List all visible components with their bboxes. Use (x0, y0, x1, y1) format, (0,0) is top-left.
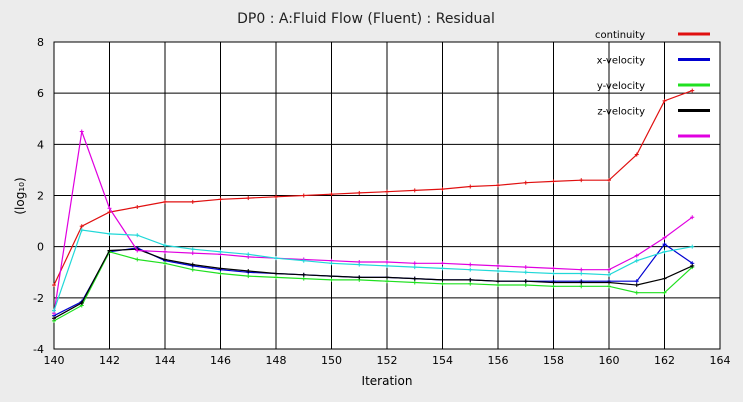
x-tick-label: 150 (321, 354, 342, 367)
legend: continuity x-velocity y-velocity z-velocity (595, 30, 710, 138)
y-tick-label: 0 (37, 241, 44, 254)
x-tick-label: 162 (654, 354, 675, 367)
y-tick-label: 2 (37, 190, 44, 203)
x-tick-label: 146 (210, 354, 231, 367)
chart-title: DP0 : A:Fluid Flow (Fluent) : Residual (237, 11, 495, 27)
x-tick-label: 144 (155, 354, 176, 367)
legend-label: y-velocity (597, 81, 645, 92)
x-tick-label: 164 (710, 354, 731, 367)
x-axis-ticks: 140 142 144 146 148 150 152 154 156 158 160 162 164 (44, 354, 731, 367)
series-line-series-6 (53, 229, 693, 311)
series-line-series-5 (53, 131, 693, 314)
x-tick-label: 140 (44, 354, 65, 367)
legend-label: z-velocity (597, 107, 645, 118)
x-tick-label: 142 (99, 354, 120, 367)
x-tick-label: 158 (543, 354, 564, 367)
series-line-z-velocity (53, 248, 693, 319)
y-axis-label: (log₁₀) (13, 177, 27, 214)
x-tick-label: 154 (432, 354, 453, 367)
plot-area: continuity x-velocity y-velocity z-velocity (52, 30, 721, 350)
x-tick-label: 160 (599, 354, 620, 367)
y-axis-ticks: -4 -2 0 2 4 6 8 (33, 36, 44, 356)
series-line-y-velocity (53, 251, 693, 322)
y-tick-label: -4 (33, 343, 44, 356)
y-tick-label: 6 (37, 87, 44, 100)
series-line-continuity (53, 90, 693, 286)
x-tick-label: 156 (488, 354, 509, 367)
grid (54, 42, 720, 349)
y-tick-label: -2 (33, 292, 44, 305)
x-axis-label: Iteration (362, 374, 413, 388)
series-lines (52, 88, 695, 323)
y-tick-label: 4 (37, 138, 44, 151)
x-tick-label: 148 (266, 354, 287, 367)
legend-label: x-velocity (597, 56, 645, 67)
legend-label: continuity (595, 30, 645, 41)
y-tick-label: 8 (37, 36, 44, 49)
x-tick-label: 152 (377, 354, 398, 367)
